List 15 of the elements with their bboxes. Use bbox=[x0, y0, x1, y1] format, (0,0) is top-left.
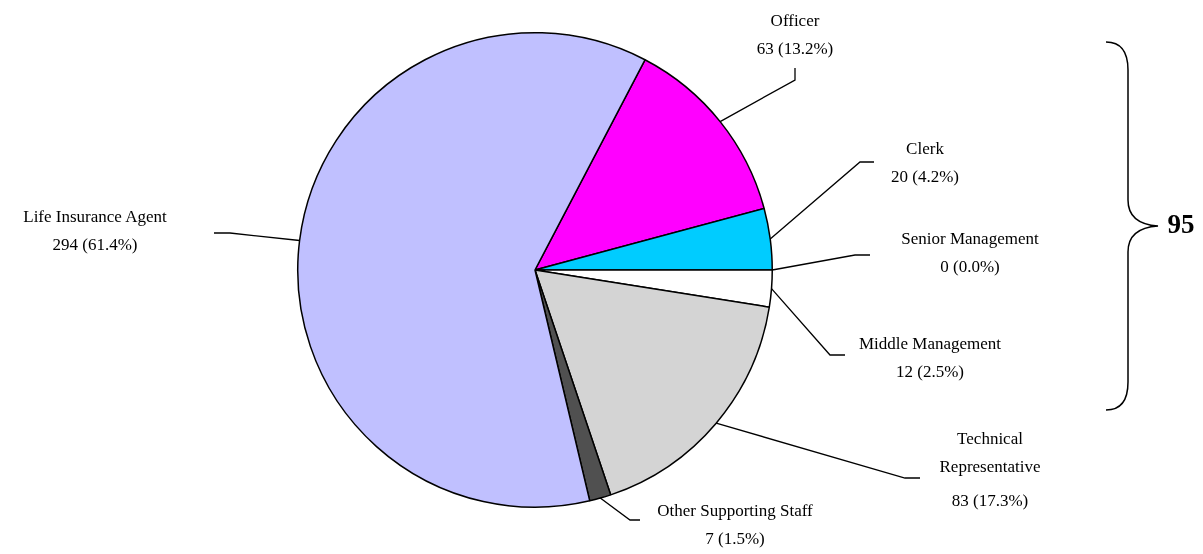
slice-label: Officer bbox=[770, 11, 820, 31]
data-label: 7 (1.5%) bbox=[705, 529, 765, 549]
data-label: 83 (17.3%) bbox=[951, 491, 1029, 511]
data-label: 294 (61.4%) bbox=[52, 235, 138, 255]
slice-label: Other Supporting Staff bbox=[657, 501, 814, 521]
slice-label: Technical Representative bbox=[939, 429, 1041, 477]
data-label: 12 (2.5%) bbox=[896, 362, 964, 382]
data-label: 20 (4.2%) bbox=[891, 167, 959, 187]
slice-label: Clerk bbox=[906, 139, 945, 159]
text: 0 (0.0%) bbox=[940, 257, 1000, 277]
slice-label: Middle Management bbox=[858, 334, 1002, 354]
slice-label: Life Insurance Agent bbox=[23, 207, 168, 227]
data-label: 63 (13.2%) bbox=[756, 39, 834, 59]
category-label: Senior Management bbox=[901, 229, 1039, 249]
text: 95 bbox=[1167, 208, 1195, 239]
